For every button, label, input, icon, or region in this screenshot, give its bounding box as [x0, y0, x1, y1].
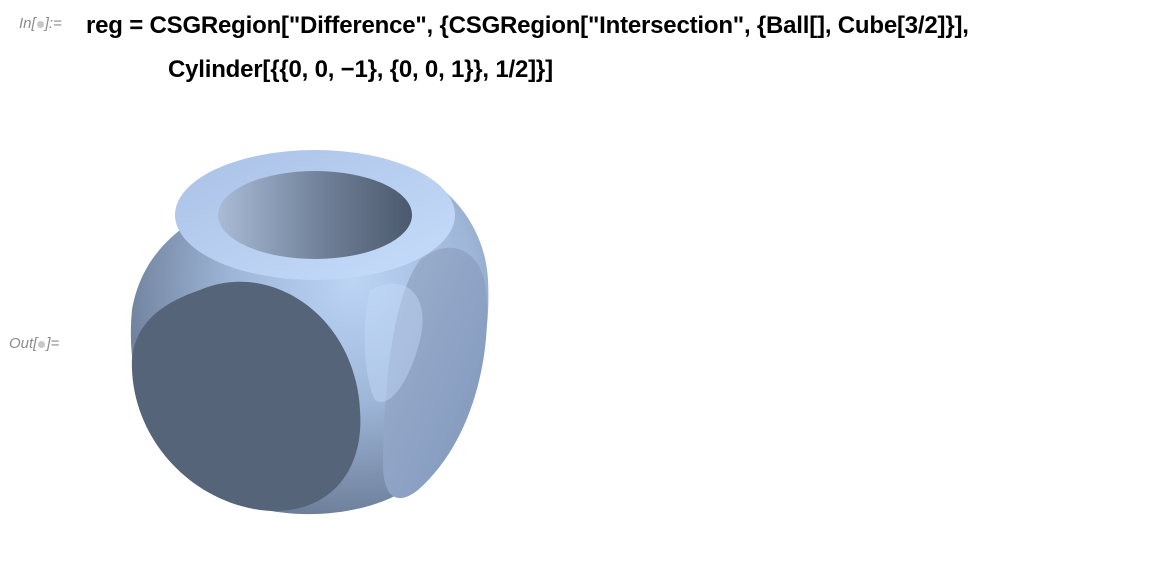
- output-3d-graphic[interactable]: [120, 140, 500, 530]
- output-label-suffix: ]=: [46, 335, 60, 352]
- code-line-1[interactable]: reg = CSGRegion["Difference", {CSGRegion…: [86, 12, 969, 39]
- code-line-2[interactable]: Cylinder[{{0, 0, −1}, {0, 0, 1}}, 1/2]}]: [168, 56, 553, 83]
- cell-number-placeholder-icon: [36, 20, 44, 28]
- output-label-prefix: Out[: [9, 335, 38, 352]
- edge-highlight: [364, 283, 423, 402]
- input-label-suffix: ]:=: [44, 15, 62, 32]
- cylinder-hole: [218, 171, 412, 259]
- right-face: [382, 247, 488, 499]
- input-label-prefix: In[: [19, 15, 36, 32]
- input-cell-code[interactable]: reg = CSGRegion["Difference", {CSGRegion…: [86, 4, 969, 92]
- front-left-face: [131, 281, 361, 511]
- csg-region-3d-icon[interactable]: [120, 140, 500, 530]
- output-cell-label: Out[ ]=: [9, 335, 59, 352]
- cell-number-placeholder-icon: [38, 340, 46, 348]
- input-cell-label: In[ ]:=: [19, 15, 62, 32]
